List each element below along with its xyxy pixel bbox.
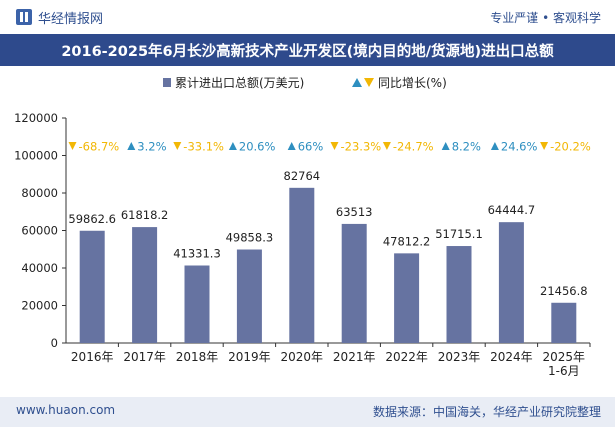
x-tick-label: 2020年 [281,350,324,364]
legend-growth-label: 同比增长(%) [378,76,447,90]
growth-label: -33.1% [183,140,224,154]
y-tick-label: 40000 [21,261,58,275]
growth-label: 3.2% [137,140,166,154]
bar-value-label: 82764 [284,169,321,183]
bar-value-label: 49858.3 [226,231,274,245]
legend-bar-swatch [163,78,171,87]
bar-value-label: 64444.7 [488,203,536,217]
y-tick-label: 80000 [21,186,58,200]
y-tick-label: 0 [51,336,58,350]
growth-label: 24.6% [501,140,538,154]
x-tick-label: 2023年 [438,350,481,364]
bar-value-label: 61818.2 [121,208,169,222]
x-tick-label: 2024年 [490,350,533,364]
chart-area: 0 20000 40000 60000 80000 100000 120000 累计进出口总额… [14,76,591,378]
bar [236,249,262,343]
bar [289,187,315,343]
x-tick-label: 2016年 [71,350,114,364]
footer-bar: www.huaon.com 数据来源：中国海关，华经产业研究院整理 [0,397,615,427]
bar [498,222,524,343]
x-tick-label: 1-6月 [548,364,580,378]
brand-name: 华经情报网 [38,12,104,27]
growth-up-icon [228,142,237,150]
x-tick-label: 2018年 [176,350,219,364]
y-tick-label: 100000 [14,149,58,163]
y-tick-label: 120000 [14,111,58,125]
bar [394,253,420,343]
growth-up-icon [490,142,499,150]
growth-down-icon [540,142,549,150]
growth-up-icon [127,142,136,150]
legend-up-triangle [352,78,362,87]
y-tick-label: 20000 [21,299,58,313]
brand-motto: 专业严谨 • 客观科学 [490,11,601,25]
x-tick-label: 2017年 [123,350,166,364]
top-bar: 华经情报网 专业严谨 • 客观科学 [0,0,615,34]
bar-value-label: 59862.6 [68,212,116,226]
growth-down-icon [68,142,77,150]
growth-label: -68.7% [79,140,120,154]
bar [132,227,158,343]
legend-down-triangle [364,78,374,87]
logo-icon [16,9,32,25]
bar [184,265,210,343]
x-tick-label: 2025年 [543,350,586,364]
growth-label: -20.2% [550,140,591,154]
growth-label: -24.7% [393,140,434,154]
bar-value-label: 63513 [336,205,373,219]
growth-down-icon [330,142,339,150]
title-bar: 2016-2025年6月长沙高新技术产业开发区(境内目的地/货源地)进出口总额 [0,34,615,66]
growth-down-icon [382,142,391,150]
bar-value-label: 51715.1 [435,227,483,241]
bar [341,223,367,343]
bar [551,302,577,343]
bar [79,230,105,343]
bar-value-label: 47812.2 [383,234,431,248]
growth-label: 20.6% [239,140,276,154]
x-tick-label: 2022年 [385,350,428,364]
growth-down-icon [173,142,182,150]
chart-title: 2016-2025年6月长沙高新技术产业开发区(境内目的地/货源地)进出口总额 [61,44,554,60]
bar-value-label: 41331.3 [173,247,221,261]
growth-up-icon [287,142,296,150]
bar-value-label: 21456.8 [540,284,588,298]
data-source: 数据来源：中国海关，华经产业研究院整理 [372,405,601,419]
growth-label: 8.2% [452,140,481,154]
site-url[interactable]: www.huaon.com [16,403,116,417]
x-tick-label: 2019年 [228,350,271,364]
y-tick-label: 60000 [21,224,58,238]
growth-label: -23.3% [341,140,382,154]
bar [446,246,472,343]
growth-label: 66% [298,140,324,154]
legend-bar-label: 累计进出口总额(万美元) [175,76,304,90]
x-tick-label: 2021年 [333,350,376,364]
growth-up-icon [441,142,450,150]
